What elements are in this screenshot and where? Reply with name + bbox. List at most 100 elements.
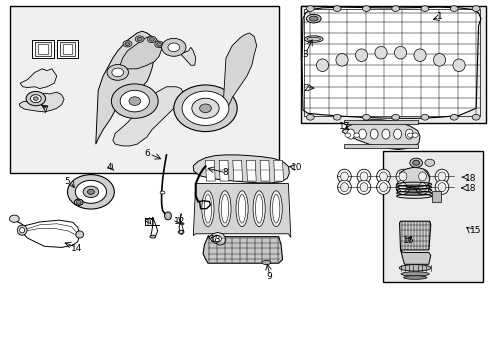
Ellipse shape [434,169,448,184]
Ellipse shape [150,235,156,238]
Ellipse shape [255,194,262,223]
Circle shape [125,42,130,45]
Circle shape [449,6,457,12]
Ellipse shape [337,169,350,184]
Circle shape [149,38,154,41]
Bar [10,6,278,173]
Circle shape [157,42,161,46]
Ellipse shape [306,14,321,23]
Circle shape [67,175,114,209]
Circle shape [111,84,158,118]
Circle shape [449,114,457,120]
Text: 10: 10 [290,163,302,172]
Polygon shape [400,250,430,264]
Polygon shape [120,37,161,69]
Circle shape [83,186,99,198]
Ellipse shape [164,212,171,220]
Circle shape [412,160,419,165]
Polygon shape [20,69,57,89]
Circle shape [87,189,94,194]
Ellipse shape [415,169,428,184]
Ellipse shape [437,183,445,192]
Polygon shape [203,237,282,263]
Polygon shape [222,33,256,116]
Polygon shape [246,160,256,181]
Bar [344,144,417,148]
Ellipse shape [369,129,377,139]
Circle shape [332,114,340,120]
Circle shape [120,90,149,112]
Ellipse shape [76,231,83,238]
Circle shape [212,235,221,242]
Circle shape [391,6,399,12]
Circle shape [147,36,156,42]
Text: 2: 2 [303,84,308,93]
Ellipse shape [434,180,448,194]
Polygon shape [181,47,195,65]
Ellipse shape [399,265,430,271]
Ellipse shape [356,169,370,184]
Bar [62,44,72,54]
Bar [344,120,417,125]
Bar [300,6,485,123]
Ellipse shape [379,183,386,192]
Ellipse shape [358,129,366,139]
Text: 5: 5 [64,177,70,186]
Circle shape [420,114,428,120]
Ellipse shape [160,191,164,194]
Circle shape [137,37,142,41]
Text: 16: 16 [402,237,414,246]
Circle shape [362,6,369,12]
Circle shape [362,114,369,120]
Ellipse shape [394,46,406,59]
Circle shape [471,114,479,120]
Polygon shape [341,120,419,149]
Ellipse shape [309,16,318,21]
Ellipse shape [395,169,409,184]
Ellipse shape [272,194,279,223]
Ellipse shape [262,260,270,265]
Circle shape [9,215,19,222]
Circle shape [75,180,106,203]
Circle shape [182,91,228,126]
Text: 17: 17 [338,122,349,131]
Circle shape [353,133,359,137]
Ellipse shape [337,180,350,194]
Circle shape [424,159,434,166]
Polygon shape [96,31,154,144]
Circle shape [161,39,185,56]
Circle shape [420,6,428,12]
Circle shape [411,133,417,137]
Circle shape [407,133,412,137]
Ellipse shape [379,172,386,181]
Circle shape [391,114,399,120]
Ellipse shape [204,194,211,223]
Polygon shape [273,160,283,181]
Ellipse shape [398,183,406,192]
Circle shape [306,114,314,120]
Circle shape [33,97,38,100]
Polygon shape [302,7,480,118]
Ellipse shape [306,37,320,41]
Ellipse shape [219,191,231,226]
Polygon shape [19,92,64,112]
Text: 13: 13 [210,235,222,244]
Ellipse shape [17,225,27,235]
Ellipse shape [405,129,412,139]
Ellipse shape [432,54,445,66]
Polygon shape [113,87,183,146]
Text: 12: 12 [173,217,185,226]
Bar [304,9,479,116]
Circle shape [135,36,144,42]
Text: 18: 18 [464,174,475,183]
Ellipse shape [180,223,183,225]
Polygon shape [205,160,215,181]
Ellipse shape [236,191,247,226]
Ellipse shape [393,129,401,139]
Circle shape [332,6,340,12]
Text: 9: 9 [266,272,272,281]
Polygon shape [399,167,429,189]
Text: 3: 3 [302,50,307,59]
Polygon shape [20,220,80,247]
Ellipse shape [437,172,445,181]
